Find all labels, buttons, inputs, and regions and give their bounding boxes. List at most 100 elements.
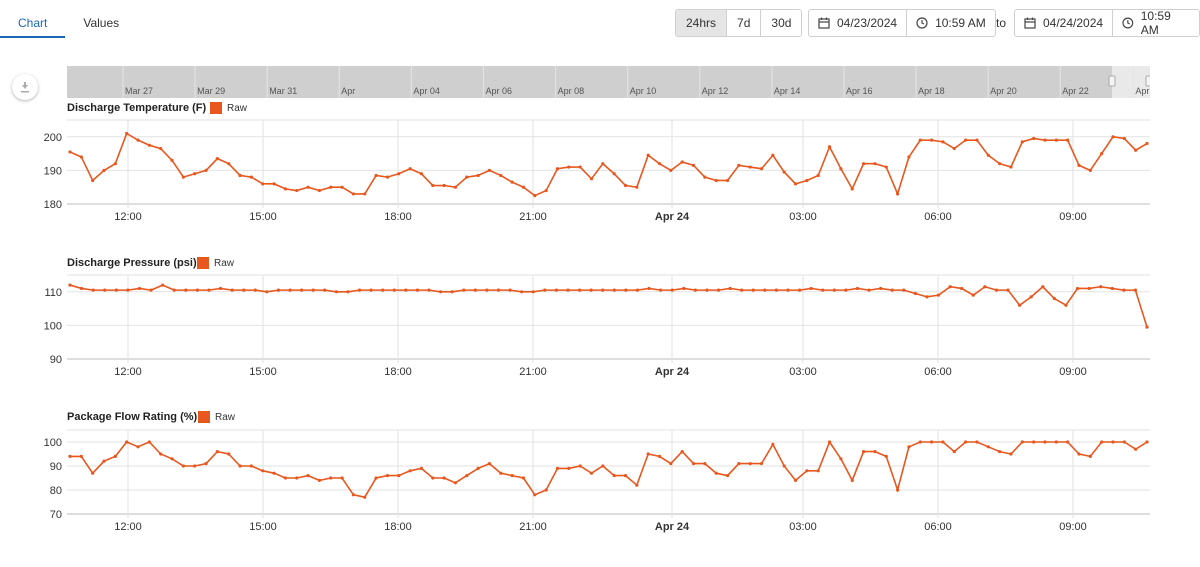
data-point[interactable] — [832, 288, 836, 292]
data-point[interactable] — [91, 471, 95, 475]
data-point[interactable] — [261, 182, 265, 186]
data-point[interactable] — [703, 175, 707, 179]
data-point[interactable] — [147, 143, 151, 147]
data-point[interactable] — [295, 476, 299, 480]
data-point[interactable] — [737, 462, 741, 466]
data-point[interactable] — [895, 488, 900, 492]
data-point[interactable] — [986, 153, 990, 157]
data-point[interactable] — [1099, 285, 1103, 289]
data-point[interactable] — [936, 293, 941, 297]
data-point[interactable] — [126, 288, 130, 292]
data-point[interactable] — [1077, 163, 1081, 167]
data-point[interactable] — [763, 288, 767, 292]
data-point[interactable] — [329, 476, 333, 480]
data-point[interactable] — [453, 185, 458, 189]
data-point[interactable] — [716, 288, 721, 292]
data-point[interactable] — [218, 286, 223, 291]
data-point[interactable] — [465, 474, 469, 478]
data-point[interactable] — [1020, 140, 1024, 144]
data-point[interactable] — [159, 146, 163, 151]
data-point[interactable] — [748, 165, 752, 169]
data-point[interactable] — [510, 180, 514, 184]
data-point[interactable] — [805, 178, 809, 183]
data-point[interactable] — [329, 185, 333, 189]
range-7d-button[interactable]: 7d — [727, 10, 762, 36]
data-point[interactable] — [624, 288, 628, 292]
data-point[interactable] — [725, 178, 730, 183]
data-point[interactable] — [261, 469, 265, 473]
data-point[interactable] — [850, 478, 854, 482]
data-point[interactable] — [782, 464, 786, 468]
data-point[interactable] — [1110, 286, 1114, 291]
data-point[interactable] — [948, 285, 952, 289]
data-point[interactable] — [589, 288, 593, 292]
data-point[interactable] — [408, 469, 412, 473]
time-navigator[interactable]: Mar 27 Mar 29 Mar 31 Apr Apr 04 Apr 06 Apr 08 A… — [67, 66, 1150, 98]
legend-temperature[interactable]: Raw — [210, 102, 247, 114]
data-point[interactable] — [311, 288, 315, 292]
data-point[interactable] — [1041, 285, 1045, 289]
data-point[interactable] — [873, 450, 877, 454]
legend-pressure[interactable]: Raw — [197, 257, 234, 269]
data-point[interactable] — [647, 286, 651, 291]
data-point[interactable] — [91, 178, 95, 183]
data-point[interactable] — [839, 167, 843, 171]
data-point[interactable] — [114, 288, 118, 292]
data-point[interactable] — [427, 288, 431, 292]
data-point[interactable] — [759, 462, 764, 466]
data-point[interactable] — [544, 188, 548, 193]
data-point[interactable] — [465, 175, 469, 179]
data-point[interactable] — [283, 187, 287, 191]
data-point[interactable] — [748, 462, 752, 466]
data-point[interactable] — [149, 288, 153, 292]
data-point[interactable] — [1075, 286, 1080, 291]
data-point[interactable] — [1100, 440, 1104, 444]
data-point[interactable] — [215, 450, 219, 454]
data-point[interactable] — [204, 462, 208, 466]
data-point[interactable] — [317, 478, 322, 482]
data-point[interactable] — [601, 288, 605, 292]
data-point[interactable] — [317, 188, 322, 193]
data-point[interactable] — [520, 290, 524, 294]
data-point[interactable] — [902, 288, 906, 292]
data-point[interactable] — [68, 150, 72, 154]
data-point[interactable] — [351, 493, 356, 497]
data-point[interactable] — [682, 286, 686, 291]
data-point[interactable] — [193, 464, 197, 468]
data-point[interactable] — [986, 445, 990, 449]
data-point[interactable] — [334, 290, 338, 294]
data-point[interactable] — [300, 288, 304, 292]
data-point[interactable] — [797, 288, 802, 292]
data-point[interactable] — [774, 288, 779, 292]
data-point[interactable] — [385, 474, 390, 478]
data-point[interactable] — [510, 474, 514, 478]
data-point[interactable] — [79, 454, 83, 458]
data-point[interactable] — [793, 478, 798, 482]
data-point[interactable] — [544, 488, 548, 492]
data-point[interactable] — [159, 452, 163, 456]
data-point[interactable] — [431, 183, 435, 188]
data-point[interactable] — [816, 173, 820, 178]
data-point[interactable] — [809, 286, 813, 291]
data-point[interactable] — [419, 466, 424, 470]
data-point[interactable] — [499, 173, 503, 178]
data-point[interactable] — [975, 440, 979, 444]
data-point[interactable] — [397, 474, 401, 478]
data-point[interactable] — [1006, 288, 1010, 292]
data-point[interactable] — [873, 162, 877, 166]
data-point[interactable] — [1145, 440, 1149, 444]
data-point[interactable] — [850, 187, 854, 191]
data-point[interactable] — [438, 290, 443, 294]
data-point[interactable] — [657, 162, 662, 166]
data-point[interactable] — [181, 464, 185, 468]
data-point[interactable] — [680, 160, 684, 164]
data-point[interactable] — [680, 450, 684, 454]
data-point[interactable] — [827, 145, 832, 149]
from-date-field[interactable]: 04/23/2024 — [809, 10, 906, 36]
data-point[interactable] — [623, 474, 628, 478]
data-point[interactable] — [975, 138, 979, 142]
data-point[interactable] — [907, 445, 911, 449]
data-point[interactable] — [408, 167, 412, 171]
data-point[interactable] — [998, 162, 1002, 166]
data-point[interactable] — [1088, 454, 1092, 458]
